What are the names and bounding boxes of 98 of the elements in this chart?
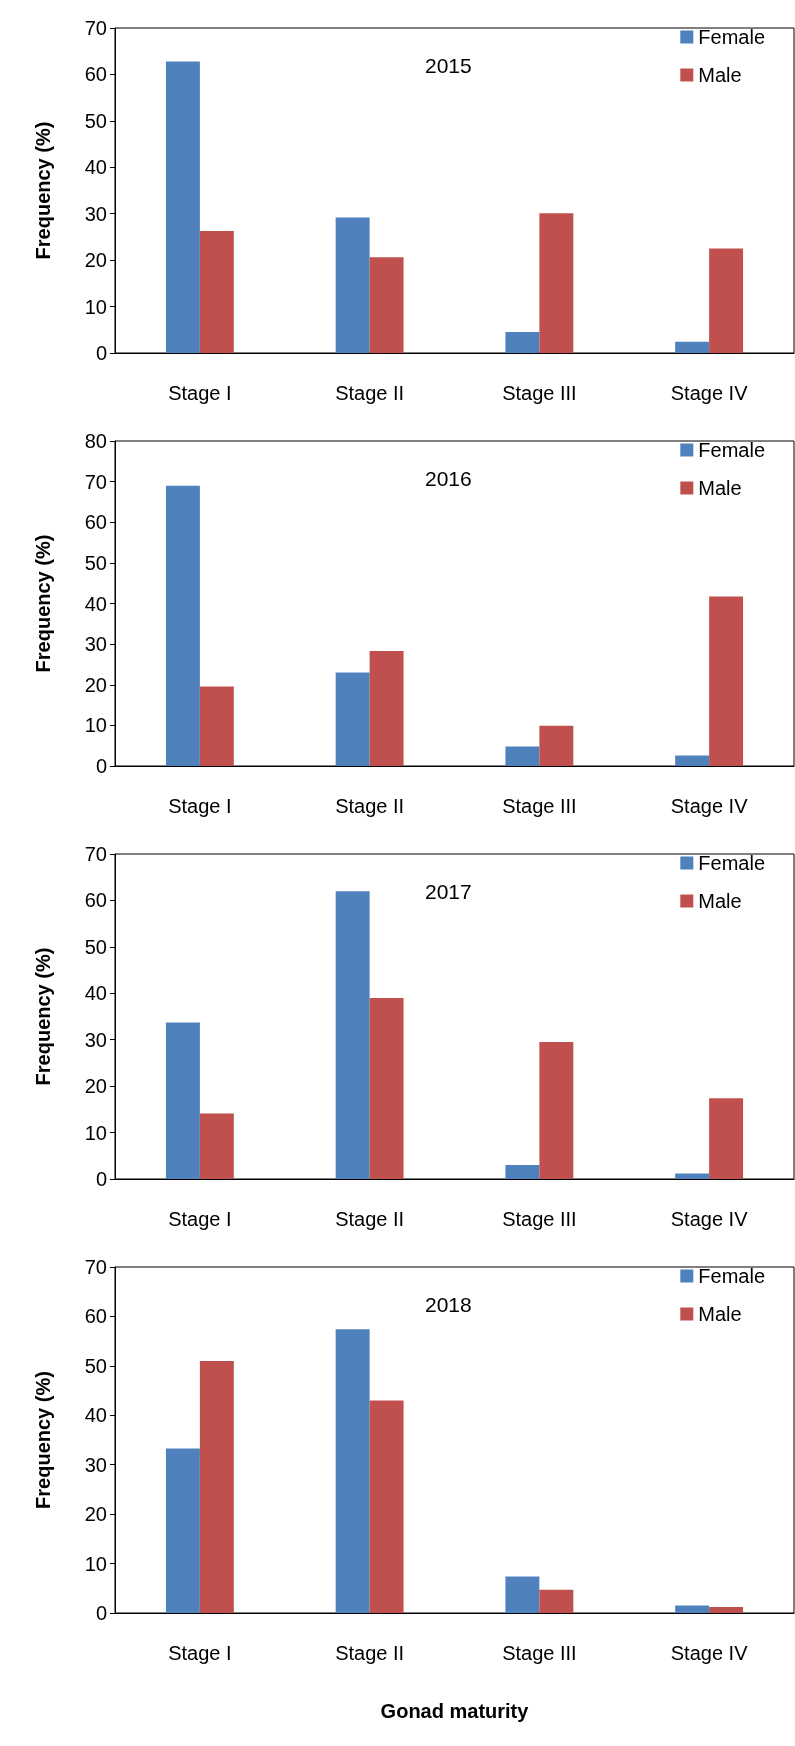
- bar: [369, 1400, 404, 1613]
- y-tick-label: 20: [84, 249, 107, 272]
- y-tick-label: 70: [84, 470, 107, 493]
- y-tick-label: 20: [84, 1503, 107, 1526]
- text: 2018: [425, 1293, 472, 1316]
- y-tick-label: 0: [95, 755, 107, 777]
- y-tick-label: 60: [84, 511, 107, 534]
- y-tick-label: 30: [84, 1453, 107, 1476]
- x-axis-title: Gonad maturity: [380, 1700, 530, 1722]
- legend-label: Female: [698, 26, 766, 48]
- text: 2015: [425, 54, 472, 77]
- bar: [165, 485, 200, 766]
- legend-label: Female: [698, 439, 766, 461]
- bar: [165, 1448, 200, 1613]
- y-tick-label: 40: [84, 1404, 107, 1427]
- bar: [505, 332, 540, 353]
- legend-label: Male: [698, 1303, 742, 1325]
- y-tick-label: 0: [95, 1168, 107, 1190]
- x-tick-label: Stage III: [502, 795, 577, 817]
- bar: [335, 1329, 370, 1613]
- y-tick-label: 0: [95, 342, 107, 364]
- x-tick-label: Stage I: [168, 382, 232, 404]
- bar: [675, 1605, 710, 1613]
- bar: [505, 1165, 540, 1179]
- bar: [165, 61, 200, 353]
- bar: [539, 725, 574, 766]
- bar: [675, 755, 710, 766]
- bar: [369, 257, 404, 353]
- bar: [675, 341, 710, 353]
- bar: [165, 1022, 200, 1179]
- bar: [335, 217, 370, 353]
- y-tick-label: 0: [95, 1602, 107, 1624]
- y-tick-label: 10: [84, 295, 107, 318]
- bar: [199, 1360, 234, 1613]
- y-axis-title: Frequency (%): [32, 534, 54, 673]
- y-tick-label: 50: [84, 109, 107, 132]
- bar: [709, 248, 744, 353]
- x-tick-label: Stage II: [335, 382, 405, 404]
- text: 2016: [425, 467, 472, 490]
- y-axis-title: Frequency (%): [32, 121, 54, 260]
- x-tick-label: Stage III: [502, 1642, 577, 1664]
- y-tick-label: 10: [84, 1552, 107, 1575]
- y-tick-label: 10: [84, 714, 107, 737]
- bar: [675, 1173, 710, 1179]
- x-tick-label: Stage II: [335, 795, 405, 817]
- y-tick-label: 30: [84, 633, 107, 656]
- legend-label: Female: [698, 1265, 766, 1287]
- x-tick-label: Stage IV: [670, 1208, 749, 1230]
- bar: [505, 746, 540, 766]
- y-axis-title: Frequency (%): [32, 1371, 54, 1509]
- bar: [199, 1113, 234, 1179]
- y-tick-label: 70: [84, 843, 107, 865]
- x-tick-label: Stage IV: [670, 795, 749, 817]
- y-tick-label: 10: [84, 1121, 107, 1144]
- legend-label: Male: [698, 477, 742, 499]
- y-tick-label: 40: [84, 982, 107, 1005]
- bar: [199, 686, 234, 766]
- bar: [709, 1607, 744, 1613]
- x-tick-label: Stage III: [502, 1208, 577, 1230]
- bar: [335, 891, 370, 1179]
- y-axis-title: Frequency (%): [32, 947, 54, 1086]
- x-tick-label: Stage I: [168, 795, 232, 817]
- legend-label: Male: [698, 64, 742, 86]
- bar: [709, 596, 744, 766]
- bar: [505, 1576, 540, 1613]
- y-tick-label: 60: [84, 889, 107, 912]
- text: 2017: [425, 880, 472, 903]
- legend-label: Male: [698, 890, 742, 912]
- x-tick-label: Stage I: [168, 1642, 232, 1664]
- x-tick-label: Stage IV: [670, 1642, 749, 1664]
- bar: [709, 1098, 744, 1179]
- x-tick-label: Stage III: [502, 382, 577, 404]
- y-tick-label: 60: [84, 63, 107, 86]
- bar: [369, 651, 404, 766]
- y-tick-label: 50: [84, 1354, 107, 1377]
- bar: [539, 1589, 574, 1613]
- bar: [335, 672, 370, 766]
- x-tick-label: Stage IV: [670, 382, 749, 404]
- y-tick-label: 30: [84, 1028, 107, 1051]
- x-tick-label: Stage II: [335, 1642, 405, 1664]
- y-tick-label: 30: [84, 202, 107, 225]
- x-tick-label: Stage II: [335, 1208, 405, 1230]
- legend-label: Female: [698, 852, 766, 874]
- x-tick-label: Stage I: [168, 1208, 232, 1230]
- bar: [199, 230, 234, 353]
- y-tick-label: 50: [84, 551, 107, 574]
- y-tick-label: 50: [84, 935, 107, 958]
- bar: [539, 213, 574, 353]
- y-tick-label: 70: [84, 1256, 107, 1278]
- y-tick-label: 80: [84, 430, 107, 452]
- y-tick-label: 40: [84, 156, 107, 179]
- y-tick-label: 70: [84, 17, 107, 39]
- y-tick-label: 60: [84, 1305, 107, 1328]
- y-tick-label: 20: [84, 673, 107, 696]
- bar: [539, 1042, 574, 1179]
- y-tick-label: 20: [84, 1075, 107, 1098]
- y-tick-label: 40: [84, 592, 107, 615]
- bar: [369, 997, 404, 1179]
